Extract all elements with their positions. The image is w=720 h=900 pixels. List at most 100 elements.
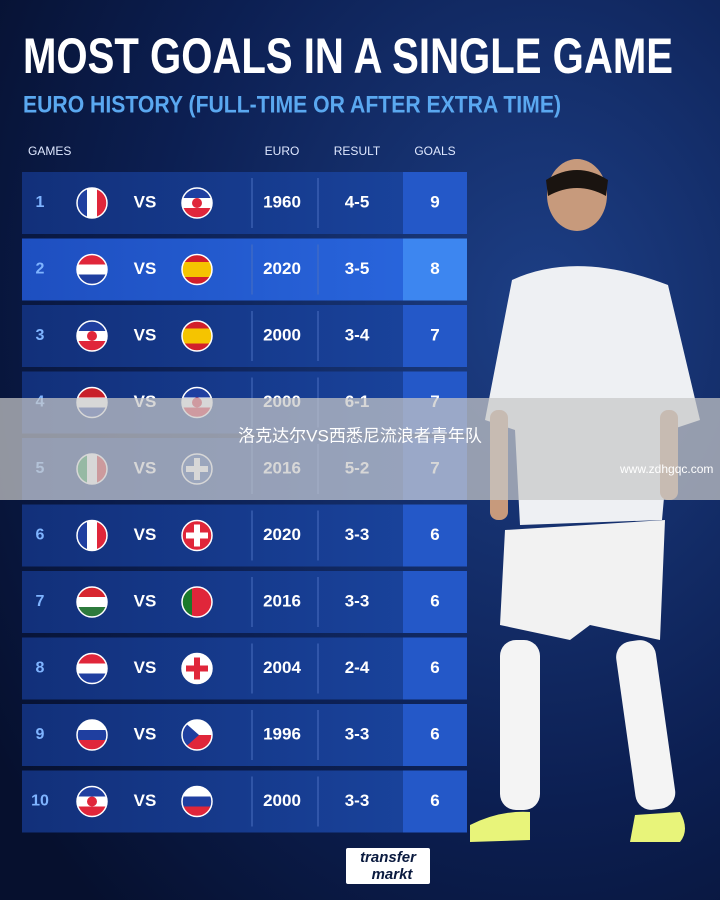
flag-ring: [76, 253, 108, 286]
result: 3-3: [345, 591, 370, 610]
goals: 9: [430, 192, 439, 211]
result: 3-5: [345, 259, 370, 278]
goals: 7: [430, 325, 439, 344]
euro: 2000: [263, 325, 301, 344]
flag-stripe: [182, 387, 212, 398]
goals-cell: [403, 305, 467, 367]
flag-star: [192, 198, 202, 208]
goals: 6: [430, 791, 439, 810]
overlay-caption: 洛克达尔VS西悉尼流浪者青年队: [238, 426, 482, 445]
rank: 9: [36, 726, 45, 743]
flag-stripe: [182, 343, 212, 351]
flag-stripe: [77, 673, 107, 684]
flag: [77, 254, 107, 285]
vs: VS: [134, 325, 157, 344]
column-header: RESULT: [334, 144, 381, 158]
flag-stripe: [77, 264, 107, 275]
flag-ring: [181, 519, 213, 552]
vs: VS: [134, 192, 157, 211]
goals: 6: [430, 724, 439, 743]
flag-stripe: [87, 188, 98, 218]
flag-stripe: [87, 520, 98, 551]
column-header: GOALS: [414, 144, 455, 158]
rank: 2: [36, 261, 45, 278]
flag: [182, 653, 212, 684]
flag-ring: [76, 586, 108, 618]
goals-cell: [403, 704, 467, 766]
flag-ring: [76, 187, 108, 219]
goals: 8: [430, 259, 439, 278]
flag-stripe: [182, 786, 212, 797]
euro: 2000: [263, 791, 301, 810]
flag-stripe: [77, 806, 107, 817]
flag-stripe: [182, 262, 212, 270]
result: 2-4: [345, 658, 370, 677]
flag-stripe: [182, 587, 193, 617]
rank: 8: [36, 660, 45, 677]
goals: 6: [430, 658, 439, 677]
flag-ring: [181, 719, 213, 751]
subtitle: EURO HISTORY (FULL-TIME OR AFTER EXTRA T…: [23, 91, 561, 118]
flag: [77, 653, 107, 684]
flag: [182, 188, 212, 218]
vs: VS: [134, 259, 157, 278]
title: MOST GOALS IN A SINGLE GAME: [23, 28, 673, 84]
flag: [182, 786, 212, 817]
flag-star: [87, 331, 97, 341]
rank: 10: [31, 793, 49, 810]
flag-stripe: [182, 321, 212, 329]
flag-ring: [76, 320, 108, 352]
flag-ring: [181, 586, 213, 618]
flag-stripe: [77, 188, 88, 218]
flag-stripe: [77, 653, 107, 664]
vs: VS: [134, 791, 157, 810]
column-header: GAMES: [28, 144, 71, 158]
flag: [182, 321, 212, 351]
flag-stripe: [202, 587, 212, 617]
flag-ring: [181, 187, 213, 219]
flag-stripe: [77, 607, 107, 617]
result: 3-3: [345, 525, 370, 544]
goals-cell: [403, 172, 467, 234]
flag: [77, 587, 107, 617]
flag-stripe: [182, 277, 212, 285]
flag: [77, 720, 107, 750]
goals-cell: [403, 238, 467, 301]
flag-stripe: [77, 254, 107, 265]
goals: 6: [430, 591, 439, 610]
goals-cell: [403, 770, 467, 833]
flag-stripe: [182, 269, 212, 278]
euro: 2016: [263, 591, 301, 610]
flag-stripe: [97, 520, 107, 551]
flag-stripe: [77, 663, 107, 674]
flag-stripe: [182, 208, 212, 218]
flag-stripe: [77, 786, 107, 797]
goals-cell: [403, 637, 467, 700]
euro: 2004: [263, 658, 301, 677]
flag-stripe: [77, 321, 107, 332]
result: 4-5: [345, 192, 370, 211]
flag-ring: [76, 519, 108, 552]
logo-line1: transfer: [360, 849, 417, 866]
goals: 6: [430, 525, 439, 544]
flag-cross: [186, 665, 208, 672]
flag: [77, 188, 107, 218]
logo-box: [346, 848, 430, 884]
flag-star: [87, 796, 97, 807]
flag-stripe: [77, 740, 107, 750]
flag-stripe: [97, 188, 107, 218]
euro: 1960: [263, 192, 301, 211]
flag-stripe: [192, 587, 203, 617]
flag-ring: [76, 785, 108, 818]
vs: VS: [134, 591, 157, 610]
flag-stripe: [182, 806, 212, 817]
flag: [182, 587, 212, 617]
vs: VS: [134, 724, 157, 743]
flag-stripe: [182, 796, 212, 807]
flag-stripe: [77, 520, 88, 551]
flag: [182, 720, 212, 750]
flag: [77, 786, 107, 817]
euro: 2020: [263, 525, 301, 544]
